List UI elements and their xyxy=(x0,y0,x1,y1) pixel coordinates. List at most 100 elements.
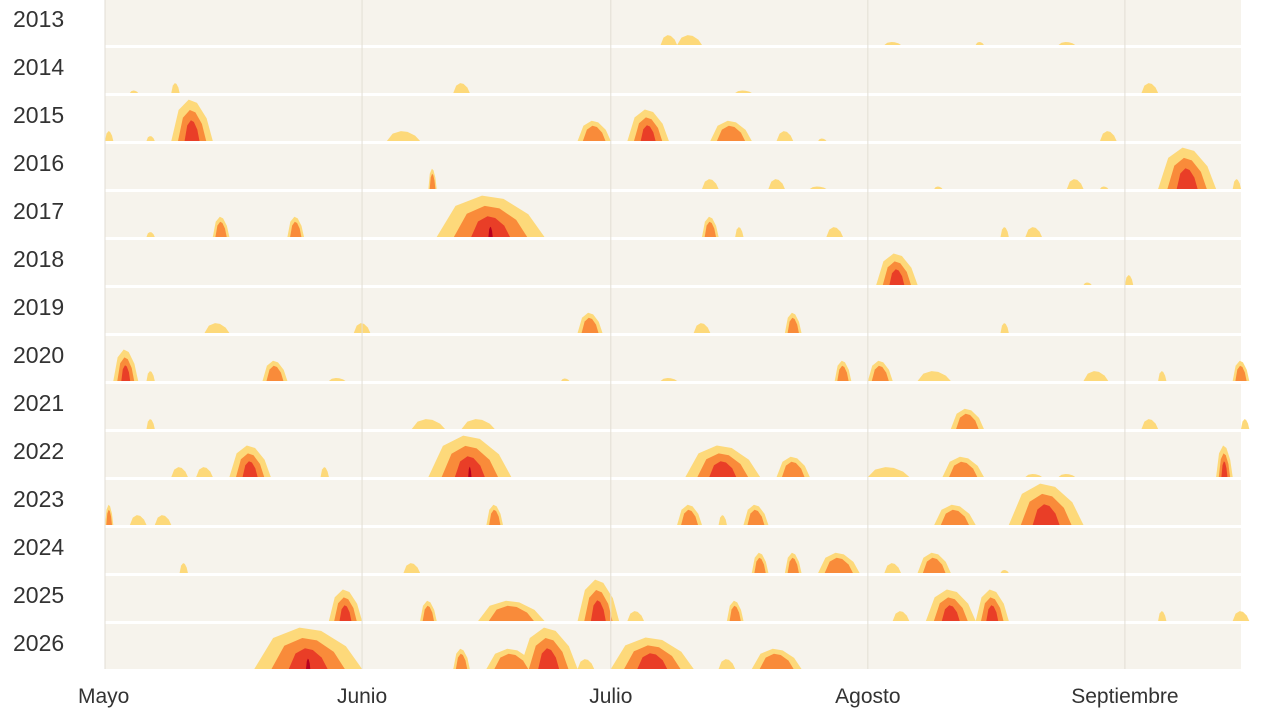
episode-2015-3-level-1 xyxy=(386,131,421,141)
year-row-2019 xyxy=(105,288,1241,333)
episode-2016-7-level-3 xyxy=(1176,168,1198,189)
row-background xyxy=(105,96,1241,141)
episode-2024-1-level-1 xyxy=(403,563,421,573)
row-background xyxy=(105,528,1241,573)
episode-2019-2-level-2 xyxy=(581,317,599,333)
row-background xyxy=(105,336,1241,381)
episode-2024-5-level-1 xyxy=(884,563,901,573)
episode-2023-5-level-1 xyxy=(718,515,727,525)
episode-2022-3-level-1 xyxy=(320,467,329,477)
episode-2013-0-level-1 xyxy=(660,35,678,45)
year-row-2013 xyxy=(105,0,1241,45)
episode-2017-3-level-4 xyxy=(488,226,493,237)
year-label-2026: 2026 xyxy=(13,630,64,656)
episode-2013-4-level-1 xyxy=(1058,42,1076,45)
row-background xyxy=(105,192,1241,237)
episode-2022-2-level-3 xyxy=(242,461,258,477)
year-label-2025: 2025 xyxy=(13,582,64,608)
episode-2019-3-level-1 xyxy=(693,323,711,333)
episode-2015-4-level-2 xyxy=(582,125,606,141)
row-background xyxy=(105,240,1241,285)
row-background xyxy=(105,144,1241,189)
row-background xyxy=(105,432,1241,477)
episode-2026-5-level-3 xyxy=(637,653,668,669)
episode-2017-4-level-2 xyxy=(704,221,716,237)
episode-2016-0-level-2 xyxy=(429,173,436,189)
episode-2016-5-level-1 xyxy=(1066,179,1084,189)
row-background xyxy=(105,288,1241,333)
episode-2015-1-level-1 xyxy=(146,136,155,141)
year-row-2026 xyxy=(105,624,1241,669)
episode-2020-3-level-1 xyxy=(328,378,346,381)
episode-2024-6-level-2 xyxy=(922,557,946,573)
episode-2016-8-level-1 xyxy=(1232,179,1241,189)
episode-2026-4-level-1 xyxy=(577,659,595,669)
episode-2025-10-level-1 xyxy=(1232,611,1250,621)
episode-2015-8-level-1 xyxy=(818,138,827,141)
episode-2023-4-level-2 xyxy=(681,509,698,525)
year-label-2017: 2017 xyxy=(13,198,64,224)
episode-2021-3-level-2 xyxy=(956,413,979,429)
episode-2025-5-level-2 xyxy=(729,605,741,621)
episode-2015-2-level-3 xyxy=(184,120,200,141)
x-tick-junio: Junio xyxy=(337,685,387,708)
episode-2023-3-level-2 xyxy=(489,509,501,525)
episode-2021-1-level-1 xyxy=(411,419,445,429)
year-row-2021 xyxy=(105,384,1250,429)
episode-2015-6-level-2 xyxy=(716,125,746,141)
episode-2021-0-level-1 xyxy=(146,419,155,429)
episode-2018-2-level-1 xyxy=(1124,275,1134,285)
episode-2020-2-level-2 xyxy=(266,365,284,381)
episode-2017-8-level-1 xyxy=(1025,227,1042,237)
episode-2025-3-level-3 xyxy=(590,600,606,621)
episode-2015-5-level-3 xyxy=(640,125,656,141)
episode-2022-8-level-2 xyxy=(949,461,978,477)
episode-2018-0-level-3 xyxy=(889,269,905,285)
episode-2016-3-level-1 xyxy=(809,186,827,189)
x-tick-septiembre: Septiembre xyxy=(1071,685,1178,708)
month-gridlines xyxy=(104,0,1126,669)
episode-2022-4-level-3 xyxy=(454,456,485,477)
episode-2022-10-level-1 xyxy=(1058,474,1076,477)
episode-2017-5-level-1 xyxy=(735,227,744,237)
episode-2017-3-level-3 xyxy=(471,216,510,237)
episode-2023-6-level-2 xyxy=(747,509,765,525)
episode-2020-4-level-1 xyxy=(561,378,570,381)
episode-2026-0-level-3 xyxy=(288,648,328,669)
episode-2016-4-level-1 xyxy=(934,186,943,189)
year-label-2016: 2016 xyxy=(13,150,64,176)
year-label-2013: 2013 xyxy=(13,6,64,32)
row-background xyxy=(105,48,1241,93)
episode-2026-3-level-3 xyxy=(538,648,560,669)
year-row-2016 xyxy=(105,144,1241,189)
episode-2020-7-level-2 xyxy=(871,365,889,381)
episode-2017-6-level-1 xyxy=(826,227,843,237)
episode-2019-4-level-2 xyxy=(787,317,799,333)
episode-2025-9-level-1 xyxy=(1158,611,1167,621)
episode-2026-7-level-2 xyxy=(759,653,794,669)
episode-2025-6-level-1 xyxy=(892,611,910,621)
episode-2025-2-level-2 xyxy=(488,605,534,621)
episode-2022-4-level-4 xyxy=(468,466,472,477)
year-row-2017 xyxy=(105,192,1241,237)
episode-2023-1-level-1 xyxy=(129,515,147,525)
year-label-2015: 2015 xyxy=(13,102,64,128)
episode-2017-1-level-2 xyxy=(215,221,227,237)
year-labels: 2013 2014 2015 2016 2017 2018 2019 2020 2021 2022… xyxy=(13,6,64,656)
year-label-2021: 2021 xyxy=(13,390,64,416)
episode-2015-7-level-1 xyxy=(776,131,794,141)
episode-2023-2-level-1 xyxy=(154,515,172,525)
episode-2017-7-level-1 xyxy=(1000,227,1009,237)
episode-2020-10-level-1 xyxy=(1158,371,1167,381)
x-tick-julio: Julio xyxy=(589,685,632,708)
episode-2014-1-level-1 xyxy=(171,83,180,93)
episode-2025-1-level-2 xyxy=(422,605,434,621)
episode-2021-2-level-1 xyxy=(461,419,495,429)
episode-2014-0-level-1 xyxy=(129,90,139,93)
episode-2019-5-level-1 xyxy=(1000,323,1009,333)
episode-2016-6-level-1 xyxy=(1100,186,1109,189)
year-row-2018 xyxy=(105,240,1241,285)
year-label-2023: 2023 xyxy=(13,486,64,512)
x-tick-mayo: Mayo xyxy=(78,685,129,708)
